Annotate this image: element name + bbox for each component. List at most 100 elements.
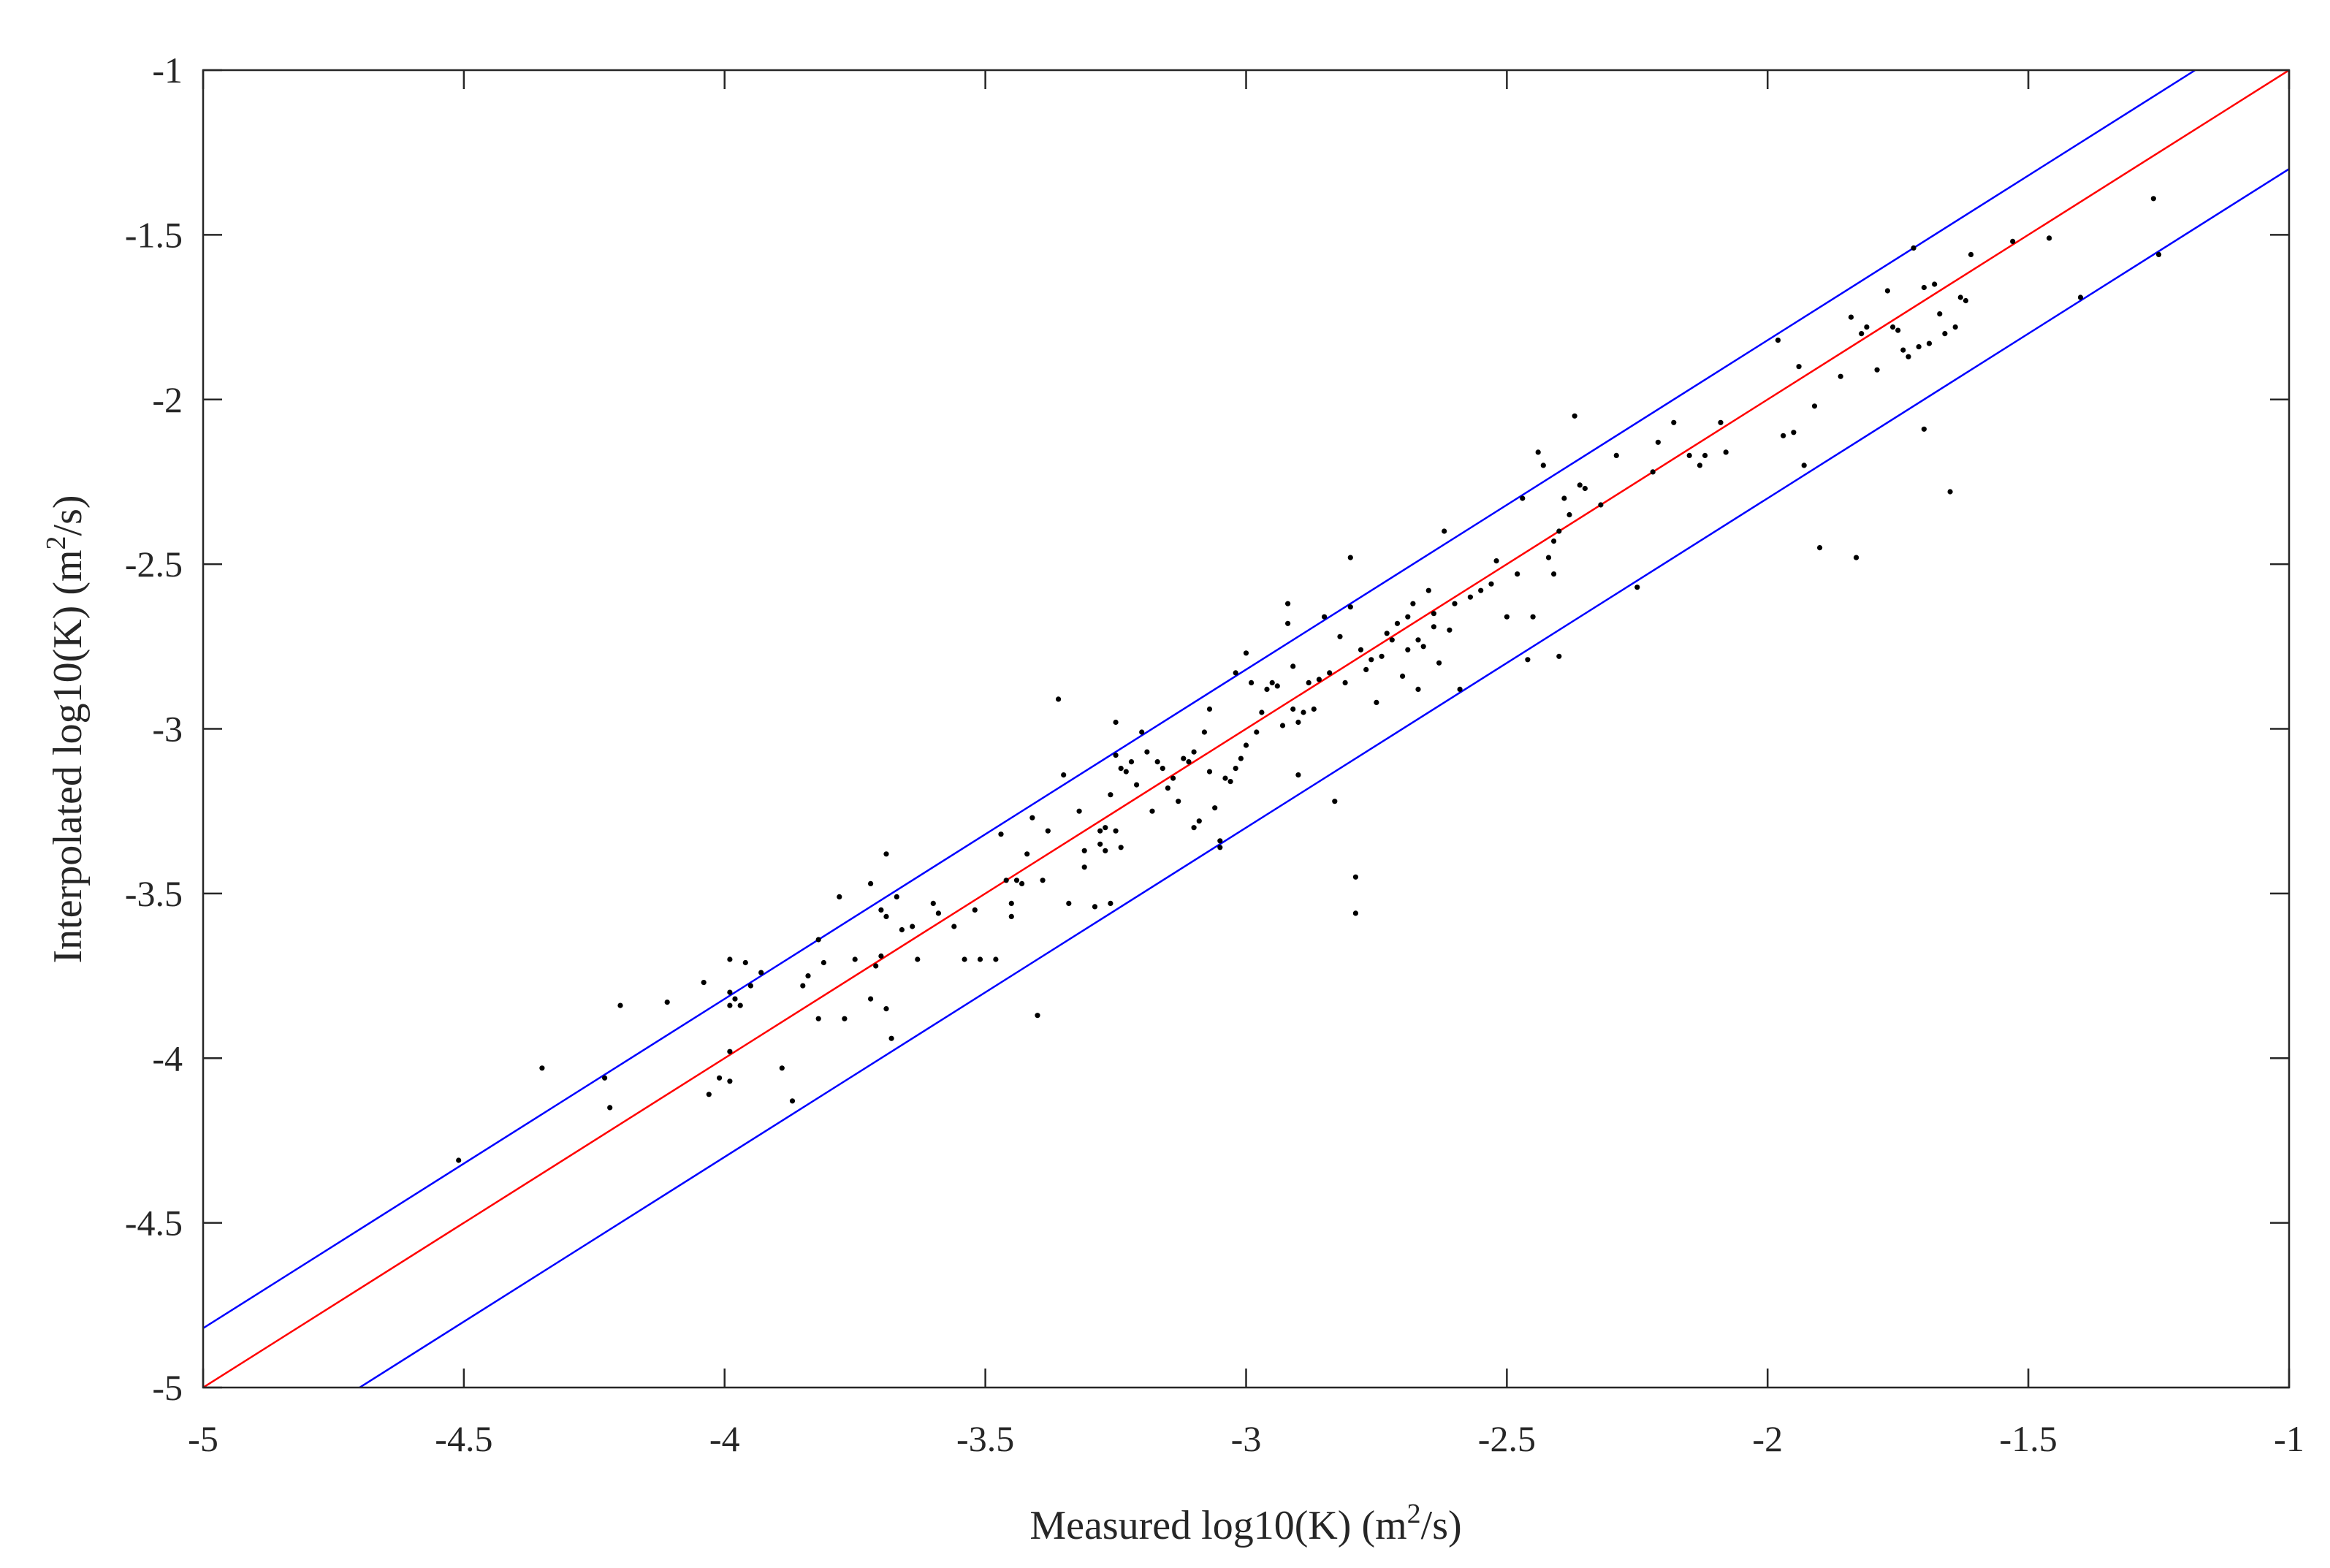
data-point (1066, 900, 1072, 906)
data-point (1791, 430, 1797, 435)
data-point (1301, 709, 1306, 715)
data-point (1906, 354, 1911, 359)
data-point (1264, 686, 1270, 693)
data-point (1911, 245, 1916, 251)
data-point (1859, 331, 1865, 337)
data-point (1884, 288, 1890, 294)
data-point (1452, 601, 1458, 606)
data-point (2156, 251, 2162, 257)
data-point (1206, 706, 1213, 712)
data-point (1723, 449, 1729, 455)
data-point (1921, 426, 1927, 432)
data-point (1113, 719, 1119, 726)
data-point (758, 970, 764, 975)
data-points (456, 196, 2162, 1163)
data-point (1097, 841, 1103, 847)
data-point (1139, 729, 1145, 735)
data-point (1332, 799, 1338, 804)
data-point (1233, 766, 1238, 772)
x-tick-label: -5 (188, 1418, 218, 1459)
data-point (1254, 729, 1260, 735)
data-point (1561, 495, 1567, 501)
data-point (706, 1092, 712, 1097)
data-point (1535, 449, 1541, 455)
data-point (1128, 759, 1135, 765)
data-point (1227, 779, 1233, 785)
data-point (1415, 637, 1421, 643)
data-point (1582, 485, 1588, 492)
data-point (1442, 528, 1447, 534)
data-point (1306, 680, 1311, 686)
data-point (1447, 627, 1453, 633)
x-tick-label: -1 (2274, 1418, 2304, 1459)
data-point (1702, 452, 1708, 459)
data-point (2010, 238, 2016, 244)
data-point (1295, 772, 1301, 778)
data-point (1781, 433, 1786, 438)
data-point (1389, 637, 1395, 643)
data-point (1686, 452, 1692, 459)
x-tick-label: -4.5 (435, 1418, 492, 1459)
data-point (910, 924, 915, 929)
data-point (1467, 594, 1473, 600)
data-point (1212, 805, 1218, 811)
data-point (1217, 845, 1223, 850)
data-point (998, 831, 1004, 837)
data-point (1154, 759, 1160, 765)
data-point (1478, 587, 1484, 593)
y-tick-label: -2.5 (125, 544, 183, 585)
data-point (1556, 528, 1562, 534)
data-point (1504, 614, 1509, 620)
data-point (1290, 706, 1296, 712)
x-axis-title: Measured log10(K) (m2/s) (1029, 1499, 1461, 1548)
data-point (1566, 511, 1572, 518)
data-point (821, 959, 826, 966)
data-point (1400, 673, 1406, 680)
data-point (727, 989, 733, 995)
y-tick-label: -2 (152, 379, 183, 420)
data-point (1545, 555, 1552, 560)
y-tick-label: -3.5 (125, 873, 183, 914)
data-point (1040, 878, 1046, 883)
x-tick-label: -3.5 (956, 1418, 1014, 1459)
data-point (1431, 624, 1436, 630)
data-point (1118, 845, 1124, 850)
data-point (1170, 775, 1176, 781)
data-point (962, 956, 967, 962)
reference-line-1 (203, 70, 2289, 1388)
data-point (1134, 782, 1140, 788)
data-point (1520, 495, 1526, 501)
data-point (1327, 670, 1333, 676)
data-point (1801, 463, 1807, 468)
data-point (1952, 324, 1958, 330)
data-point (1118, 766, 1124, 772)
data-point (456, 1157, 462, 1163)
data-point (972, 907, 978, 913)
data-point (878, 907, 884, 913)
data-point (1515, 571, 1520, 577)
data-point (747, 983, 753, 989)
data-point (1113, 753, 1119, 758)
y-tick-label: -3 (152, 709, 183, 750)
data-point (742, 959, 748, 966)
data-point (1817, 545, 1823, 551)
data-point (837, 894, 842, 899)
data-point (1436, 660, 1442, 666)
data-point (1352, 874, 1358, 880)
data-point (1577, 482, 1583, 488)
x-axis: -5 -4.5 -4 -3.5 -3 -2.5 -2 -1.5 -1 (188, 70, 2304, 1459)
data-point (883, 913, 889, 919)
data-point (1123, 769, 1129, 775)
data-point (899, 926, 905, 933)
data-point (1149, 808, 1155, 814)
data-point (1363, 666, 1369, 673)
data-point (1358, 647, 1364, 652)
data-point (727, 1078, 733, 1084)
data-point (727, 1002, 733, 1008)
data-point (617, 1002, 623, 1008)
data-point (800, 983, 806, 989)
data-point (1337, 633, 1343, 639)
data-point (1405, 614, 1411, 620)
data-point (1410, 601, 1416, 606)
